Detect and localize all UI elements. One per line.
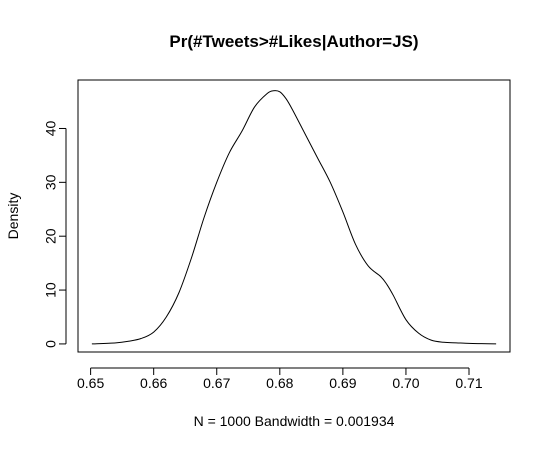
y-tick-label: 10	[43, 282, 59, 298]
y-tick-label: 30	[43, 174, 59, 190]
y-tick-label: 0	[43, 340, 59, 348]
x-axis: 0.65 0.66 0.67 0.68 0.69 0.70 0.71	[77, 367, 483, 391]
density-curve	[91, 90, 497, 345]
plot-frame	[77, 79, 511, 353]
x-tick-label: 0.66	[140, 375, 167, 391]
y-tick-label: 40	[43, 120, 59, 136]
x-tick-label: 0.68	[266, 375, 293, 391]
chart-title: Pr(#Tweets>#Likes|Author=JS)	[169, 32, 418, 51]
x-tick-label: 0.67	[203, 375, 230, 391]
x-axis-label: N = 1000 Bandwidth = 0.001934	[194, 413, 395, 429]
x-tick-label: 0.69	[329, 375, 356, 391]
x-tick-label: 0.71	[455, 375, 482, 391]
x-tick-label: 0.65	[77, 375, 104, 391]
y-tick-label: 20	[43, 228, 59, 244]
y-axis: 0 10 20 30 40	[43, 120, 67, 348]
y-axis-label: Density	[5, 193, 21, 240]
x-tick-label: 0.70	[392, 375, 419, 391]
